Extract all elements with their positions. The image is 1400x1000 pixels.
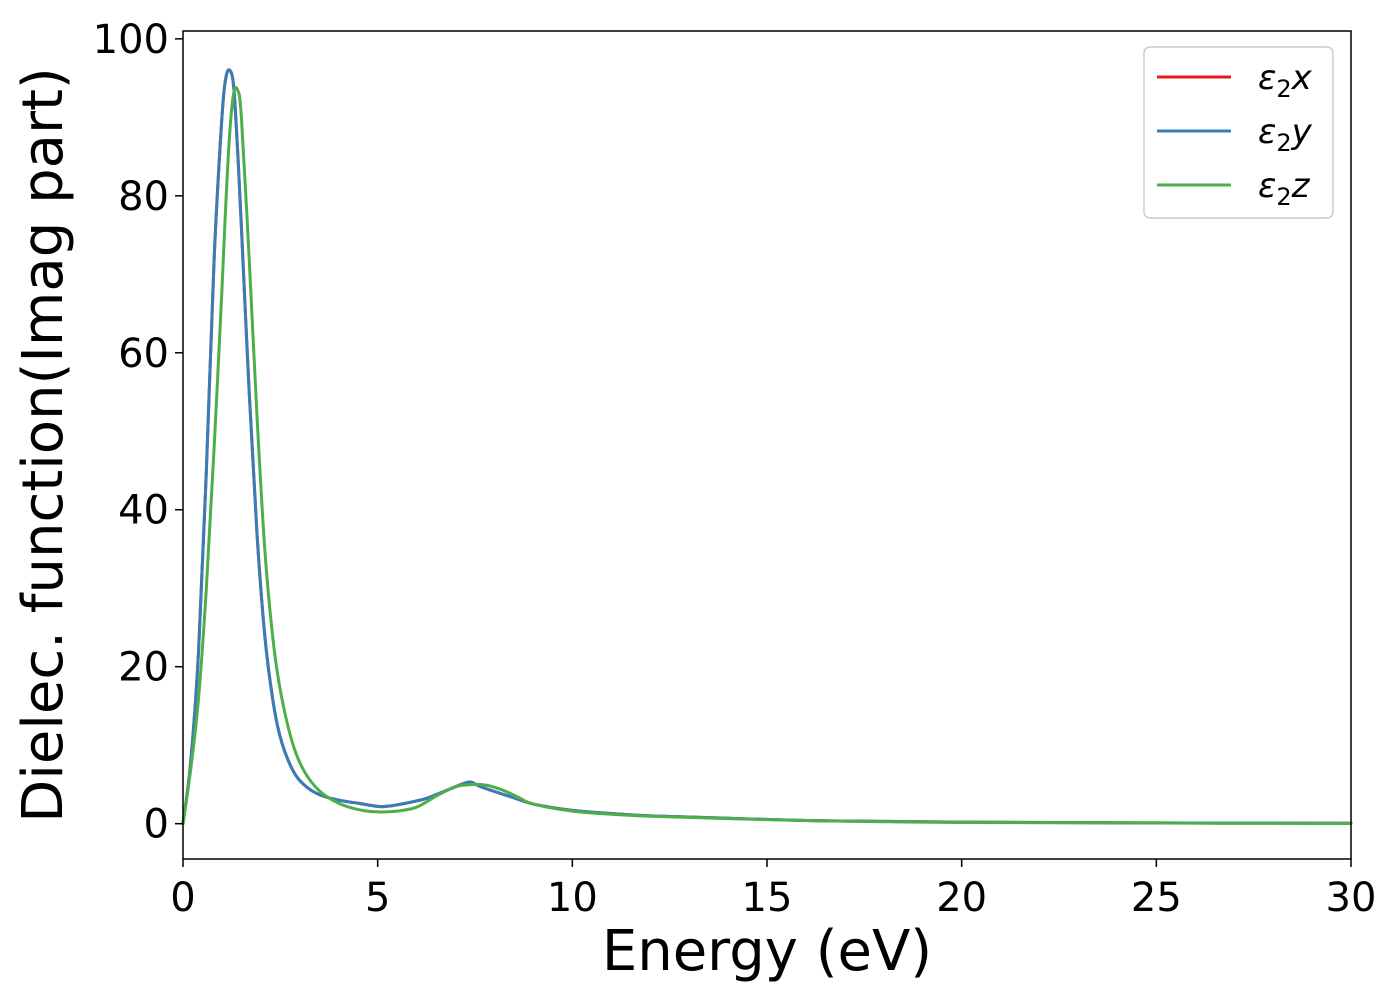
series-line-e2z	[181, 85, 1353, 826]
y-tick-label: 100	[93, 17, 169, 63]
legend-label-e2x: ε2x	[1258, 58, 1313, 103]
y-tick-label: 80	[118, 174, 169, 220]
x-tick-label: 0	[170, 875, 195, 921]
y-tick-label: 40	[118, 488, 169, 534]
x-tick-label: 30	[1326, 875, 1377, 921]
x-tick-label: 5	[365, 875, 390, 921]
y-tick-label: 0	[144, 802, 169, 848]
legend-box	[1143, 46, 1334, 219]
x-tick-label: 15	[742, 875, 793, 921]
y-axis-title: Dielec. function(Imag part)	[11, 67, 76, 823]
y-tick-label: 60	[118, 331, 169, 377]
x-tick-label: 10	[547, 875, 598, 921]
y-ticks: 0 20 40 60 80 100	[93, 17, 183, 848]
legend: ε2x ε2y ε2z	[1143, 46, 1334, 219]
x-ticks: 0 5 10 15 20 25 30	[170, 859, 1376, 921]
x-tick-label: 20	[936, 875, 987, 921]
x-tick-label: 25	[1131, 875, 1182, 921]
x-axis-title: Energy (eV)	[602, 919, 932, 984]
plot-frame	[182, 30, 1352, 860]
legend-label-e2z: ε2z	[1258, 166, 1311, 211]
series-layer	[181, 68, 1353, 826]
legend-label-e2y: ε2y	[1258, 112, 1313, 157]
legend-items: ε2x ε2y ε2z	[1157, 58, 1313, 211]
y-tick-label: 20	[118, 645, 169, 691]
